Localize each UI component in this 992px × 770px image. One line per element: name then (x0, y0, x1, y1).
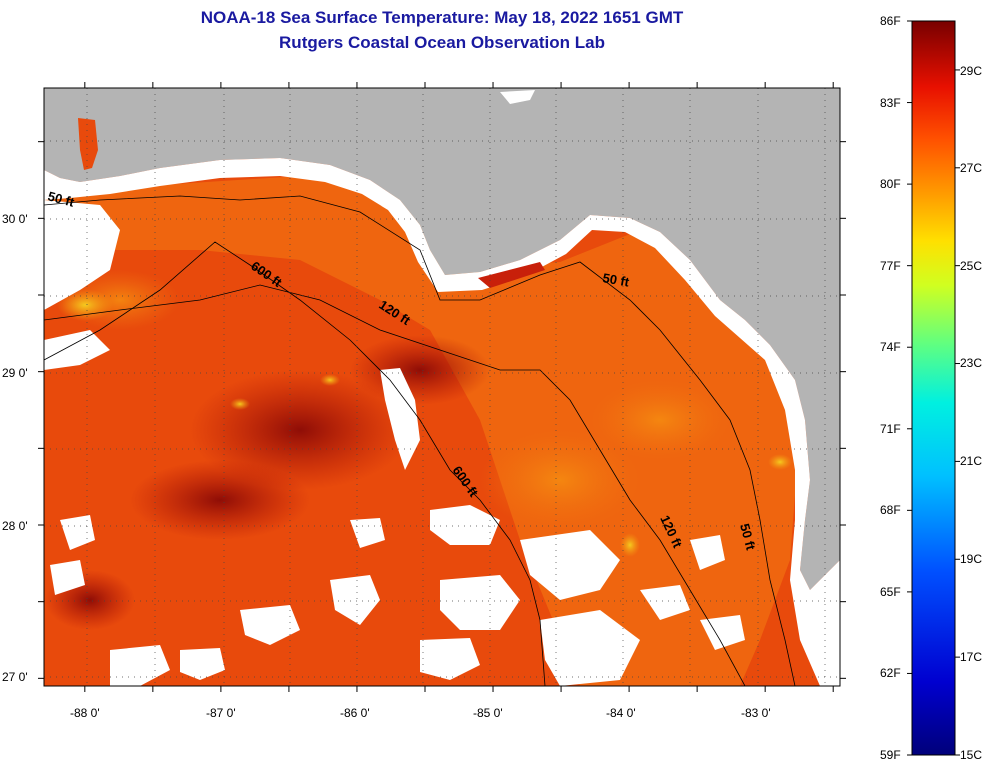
colorbar-c-label: 23C (960, 356, 983, 370)
colorbar-gradient (911, 20, 956, 756)
cloud-patch (350, 518, 385, 548)
cloud-patch (500, 90, 535, 104)
lon-tick-label: -83 0' (741, 706, 771, 720)
cloud-patch (430, 505, 500, 545)
contour-label: 50 ft (46, 188, 76, 210)
cloud-patch (60, 515, 95, 550)
cloud-patch (420, 638, 480, 680)
lat-tick-label: 29 0' (2, 366, 28, 380)
contour-label: 50 ft (737, 522, 759, 552)
cool-spot (320, 374, 340, 386)
contour-600ft (44, 241, 546, 686)
lon-tick-label: -87 0' (206, 706, 236, 720)
cool-spot (230, 398, 250, 410)
cloud-patch (110, 645, 170, 686)
cloud-patch (180, 648, 225, 680)
colorbar-c-label: 17C (960, 650, 983, 664)
colorbar-c-label: 25C (960, 259, 983, 273)
cloud-patch (640, 585, 690, 620)
lon-tick-label: -86 0' (340, 706, 370, 720)
land-mass (44, 88, 840, 590)
hot-core (130, 460, 310, 540)
colorbar-f-label: 68F (880, 503, 901, 517)
colorbar-f-label: 86F (880, 14, 901, 28)
colorbar-c-label: 27C (960, 161, 983, 175)
cloud-patch (520, 530, 620, 600)
colorbar-c-label: 21C (960, 454, 983, 468)
lat-tick-label: 30 0' (2, 212, 28, 226)
grid-lines (44, 88, 840, 686)
lon-tick-label: -88 0' (70, 706, 100, 720)
colorbar-c-label: 19C (960, 552, 983, 566)
colorbar-ticks (907, 20, 960, 756)
cloud-patch (540, 610, 640, 686)
lon-tick-label: -85 0' (473, 706, 503, 720)
cloud-patch (690, 535, 725, 570)
cloud-patch (44, 330, 110, 370)
map-frame (43, 87, 841, 687)
colorbar-f-label: 77F (880, 259, 901, 273)
mobile-bay (78, 118, 98, 170)
cloud-patch (380, 368, 420, 470)
lat-tick-label: 28 0' (2, 519, 28, 533)
chart-title: NOAA-18 Sea Surface Temperature: May 18,… (200, 8, 684, 27)
apalachee-bay (478, 262, 545, 288)
contour-50ft (44, 195, 796, 686)
colorbar-f-label: 83F (880, 96, 901, 110)
axis-ticks (38, 82, 846, 692)
colorbar-f-label: 62F (880, 666, 901, 680)
cloud-patch (440, 575, 520, 630)
lon-tick-label: -84 0' (606, 706, 636, 720)
warm-plume (590, 380, 730, 460)
colorbar-f-label: 80F (880, 177, 901, 191)
cloud-patch (700, 615, 745, 650)
contour-label: 50 ft (601, 270, 631, 290)
cloud-patch (330, 575, 380, 625)
colorbar-c-label: 15C (960, 748, 983, 762)
cool-spot (768, 454, 792, 470)
warm-plume (480, 430, 640, 530)
cool-spot (620, 533, 640, 557)
lat-tick-label: 27 0' (2, 670, 28, 684)
colorbar-f-label: 59F (880, 748, 901, 762)
cloud-patch (50, 560, 85, 595)
contour-120ft (44, 284, 746, 686)
cloud-patch (44, 200, 120, 310)
colorbar-f-label: 74F (880, 340, 901, 354)
colorbar-f-label: 65F (880, 585, 901, 599)
chart-subtitle: Rutgers Coastal Ocean Observation Lab (279, 33, 605, 52)
colorbar-f-label: 71F (880, 422, 901, 436)
cloud-patch (240, 605, 300, 645)
colorbar-c-label: 29C (960, 64, 983, 78)
